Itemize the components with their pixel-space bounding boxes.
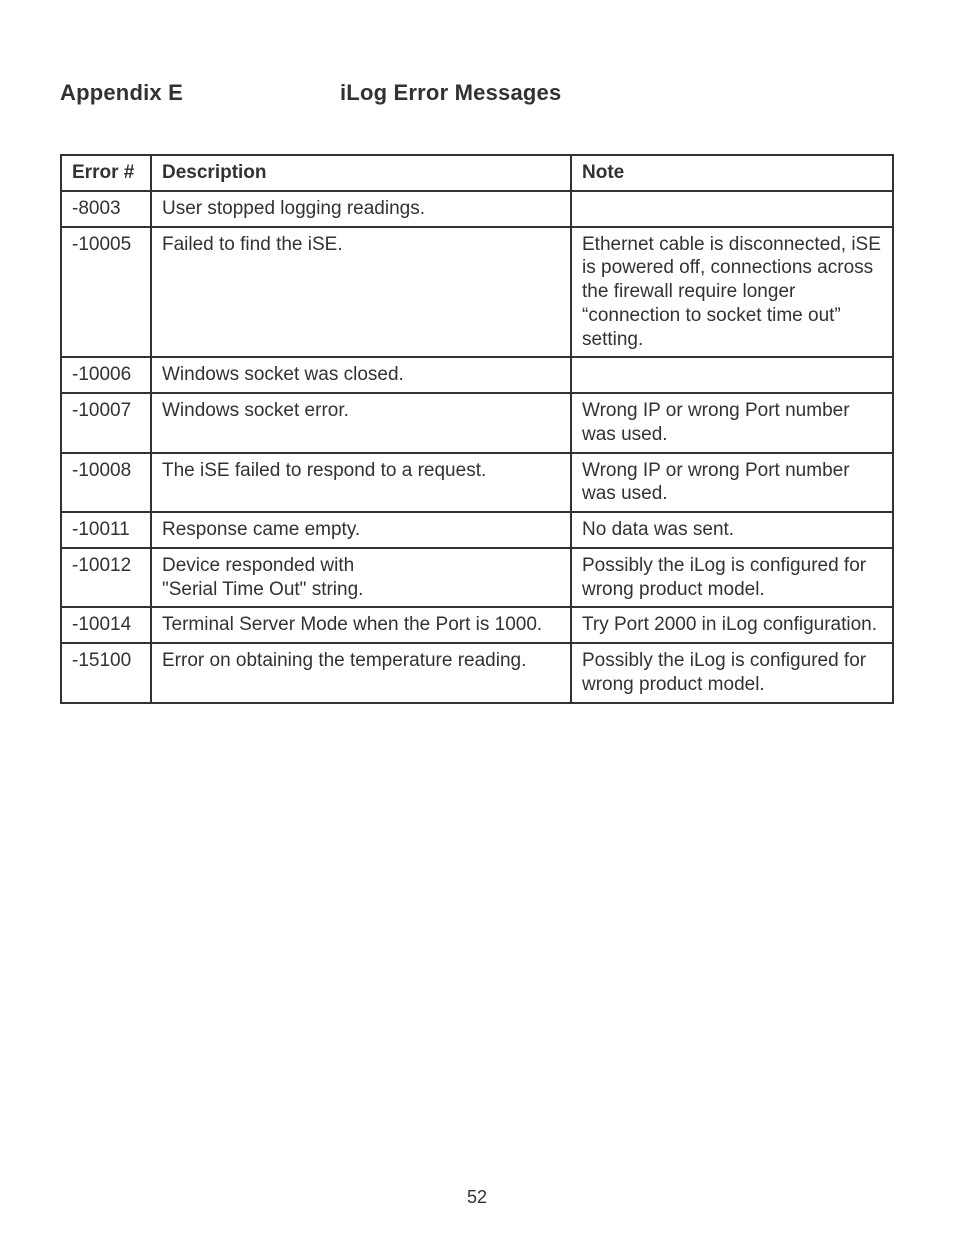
page-number: 52 [0,1187,954,1208]
cell-error-number: -15100 [61,643,151,703]
table-row: -10014 Terminal Server Mode when the Por… [61,607,893,643]
col-note: Note [571,155,893,191]
table-row: -10006 Windows socket was closed. [61,357,893,393]
cell-note: Ethernet cable is disconnected, iSE is p… [571,227,893,358]
table-row: -10012 Device responded with"Serial Time… [61,548,893,608]
cell-note: Possibly the iLog is configured for wron… [571,643,893,703]
table-row: -10008 The iSE failed to respond to a re… [61,453,893,513]
col-error-number: Error # [61,155,151,191]
cell-error-number: -10006 [61,357,151,393]
page-header: Appendix E iLog Error Messages [60,80,894,106]
cell-note [571,357,893,393]
table-row: -10007 Windows socket error. Wrong IP or… [61,393,893,453]
cell-description: Terminal Server Mode when the Port is 10… [151,607,571,643]
cell-error-number: -10007 [61,393,151,453]
cell-description: Device responded with"Serial Time Out" s… [151,548,571,608]
cell-description: Windows socket was closed. [151,357,571,393]
cell-description: User stopped logging readings. [151,191,571,227]
table-row: -8003 User stopped logging readings. [61,191,893,227]
header-appendix: Appendix E [60,80,340,106]
cell-error-number: -10008 [61,453,151,513]
cell-error-number: -10011 [61,512,151,548]
cell-description: Response came empty. [151,512,571,548]
cell-description: Windows socket error. [151,393,571,453]
table-header-row: Error # Description Note [61,155,893,191]
cell-error-number: -10012 [61,548,151,608]
table-body: -8003 User stopped logging readings. -10… [61,191,893,703]
cell-error-number: -8003 [61,191,151,227]
table-row: -10005 Failed to find the iSE. Ethernet … [61,227,893,358]
cell-description: The iSE failed to respond to a request. [151,453,571,513]
col-description: Description [151,155,571,191]
page-container: Appendix E iLog Error Messages Error # D… [0,0,954,1248]
cell-note: Wrong IP or wrong Port number was used. [571,393,893,453]
cell-note: Possibly the iLog is configured for wron… [571,548,893,608]
cell-description: Error on obtaining the temperature readi… [151,643,571,703]
table-row: -15100 Error on obtaining the temperatur… [61,643,893,703]
header-title: iLog Error Messages [340,80,561,106]
cell-error-number: -10014 [61,607,151,643]
table-row: -10011 Response came empty. No data was … [61,512,893,548]
error-table: Error # Description Note -8003 User stop… [60,154,894,704]
cell-description: Failed to find the iSE. [151,227,571,358]
cell-error-number: -10005 [61,227,151,358]
cell-note: Wrong IP or wrong Port number was used. [571,453,893,513]
cell-note [571,191,893,227]
cell-note: No data was sent. [571,512,893,548]
cell-note: Try Port 2000 in iLog configuration. [571,607,893,643]
